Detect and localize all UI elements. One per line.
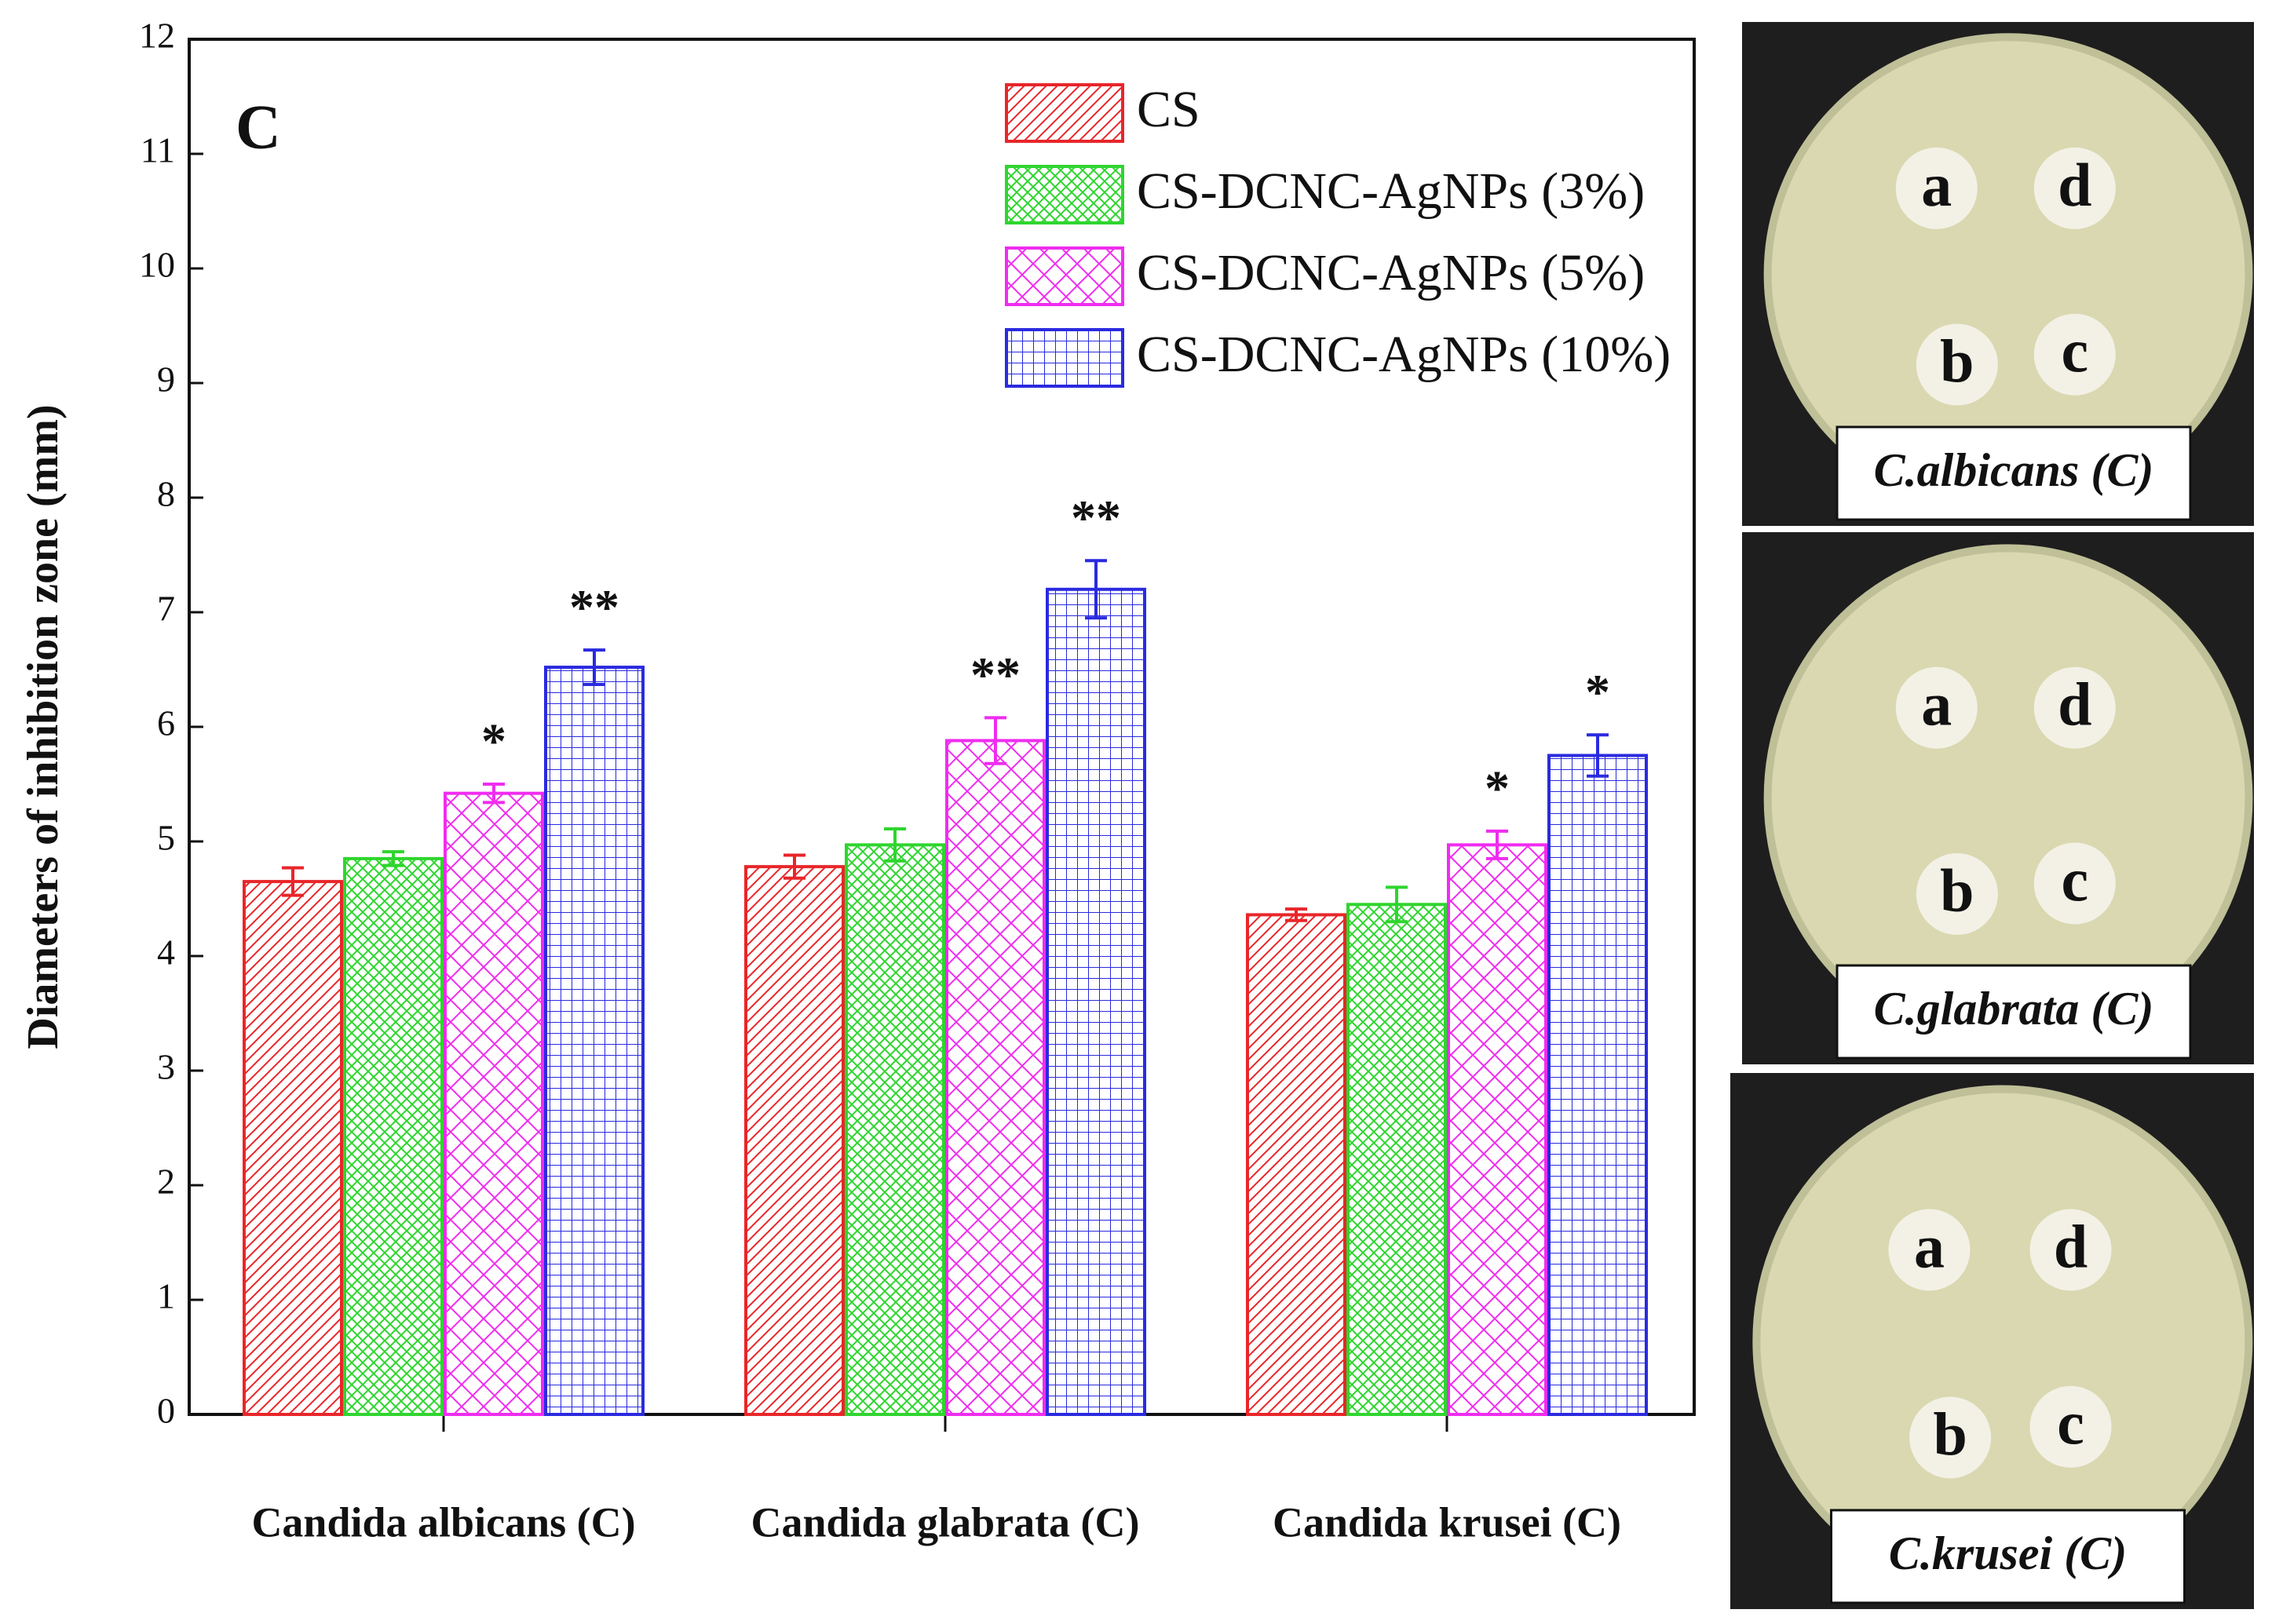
error-bar [884, 827, 906, 863]
y-axis-label: Diameters of inhibition zone (mm) [19, 404, 68, 1049]
y-tick-label: 2 [157, 1162, 175, 1202]
caption-box [1835, 425, 2192, 521]
error-bar [483, 783, 505, 805]
legend-label: CS-DCNC-AgNPs (5%) [1137, 244, 1645, 301]
well-label: c [2057, 1389, 2084, 1458]
plate-photo: a d b c C.glabrata (C) [1742, 532, 2254, 1064]
error-bar [583, 648, 605, 686]
caption: C.glabrata (C) [1874, 983, 2154, 1035]
well [1888, 1209, 1971, 1291]
error-bar [984, 716, 1006, 765]
y-tick-label: 9 [157, 359, 175, 400]
well-label: d [2054, 1212, 2088, 1280]
y-tick-label: 6 [157, 703, 175, 743]
error-bar [1587, 733, 1609, 778]
legend-swatch [1005, 328, 1124, 388]
legend-label: CS [1137, 81, 1200, 138]
well [2033, 666, 2116, 749]
bar [1046, 587, 1146, 1416]
error-bar [282, 866, 304, 897]
bar [1447, 843, 1547, 1416]
caption-box [1835, 964, 2192, 1060]
significance-label: ** [1071, 490, 1121, 546]
significance-label: * [481, 713, 506, 769]
well [2033, 147, 2116, 229]
bar [1346, 903, 1447, 1417]
y-tick-label: 1 [157, 1276, 175, 1316]
panel-label: C [236, 93, 281, 162]
well [1895, 147, 1978, 229]
caption-box [1830, 1509, 2186, 1604]
legend-swatch [1005, 165, 1124, 224]
y-tick-label: 10 [139, 245, 175, 285]
well-label: a [1914, 1212, 1945, 1280]
bar [1246, 913, 1346, 1416]
bar [1547, 754, 1648, 1416]
x-tick-label: Candida krusei (C) [1273, 1498, 1621, 1546]
y-tick-label: 3 [157, 1047, 175, 1087]
y-tick-label: 4 [157, 932, 175, 973]
significance-label: ** [569, 579, 619, 635]
well [1916, 323, 1998, 406]
legend-swatch [1005, 246, 1124, 306]
well [2029, 1209, 2112, 1291]
well-label: d [2058, 151, 2091, 219]
bar [243, 880, 343, 1416]
error-bar [1486, 829, 1508, 860]
significance-label: ** [970, 647, 1021, 703]
y-tick-label: 7 [157, 589, 175, 629]
y-tick-label: 5 [157, 818, 175, 858]
legend-swatch [1005, 83, 1124, 143]
well-label: a [1921, 151, 1952, 219]
error-bar [1386, 885, 1408, 924]
bar [343, 856, 444, 1416]
well-label: b [1933, 1400, 1967, 1468]
significance-label: * [1485, 761, 1510, 816]
bar [945, 739, 1046, 1416]
y-tick-label: 8 [157, 474, 175, 514]
well-label: b [1940, 327, 1974, 395]
bar [845, 843, 945, 1416]
error-bar [382, 850, 404, 867]
plate-photo: a d b c C.albicans (C) [1742, 22, 2254, 526]
bar [544, 666, 645, 1416]
y-tick-label: 12 [139, 16, 175, 56]
bar [444, 791, 544, 1416]
significance-label: * [1585, 664, 1610, 720]
y-tick-label: 11 [141, 130, 175, 170]
error-bar [784, 853, 805, 880]
well-label: b [1940, 856, 1974, 925]
well-label: d [2058, 670, 2091, 739]
error-bar [1285, 907, 1307, 922]
well-label: c [2061, 845, 2088, 914]
well [2029, 1385, 2112, 1468]
legend-label: CS-DCNC-AgNPs (3%) [1137, 162, 1645, 220]
legend-label: CS-DCNC-AgNPs (10%) [1137, 326, 1671, 383]
x-tick-label: Candida glabrata (C) [751, 1498, 1139, 1546]
error-bar [1085, 559, 1107, 620]
well-label: c [2061, 317, 2088, 385]
well [2033, 842, 2116, 925]
bar [744, 865, 845, 1416]
well-label: a [1921, 670, 1952, 739]
well [1895, 666, 1978, 749]
well [1916, 853, 1998, 936]
y-tick-label: 0 [157, 1391, 175, 1431]
x-tick-label: Candida albicans (C) [251, 1498, 635, 1546]
well [1909, 1396, 1992, 1479]
caption: C.krusei (C) [1889, 1527, 2127, 1579]
well [2033, 313, 2116, 396]
plate-photo: a d b c C.krusei (C) [1730, 1073, 2254, 1609]
caption: C.albicans (C) [1874, 444, 2154, 496]
